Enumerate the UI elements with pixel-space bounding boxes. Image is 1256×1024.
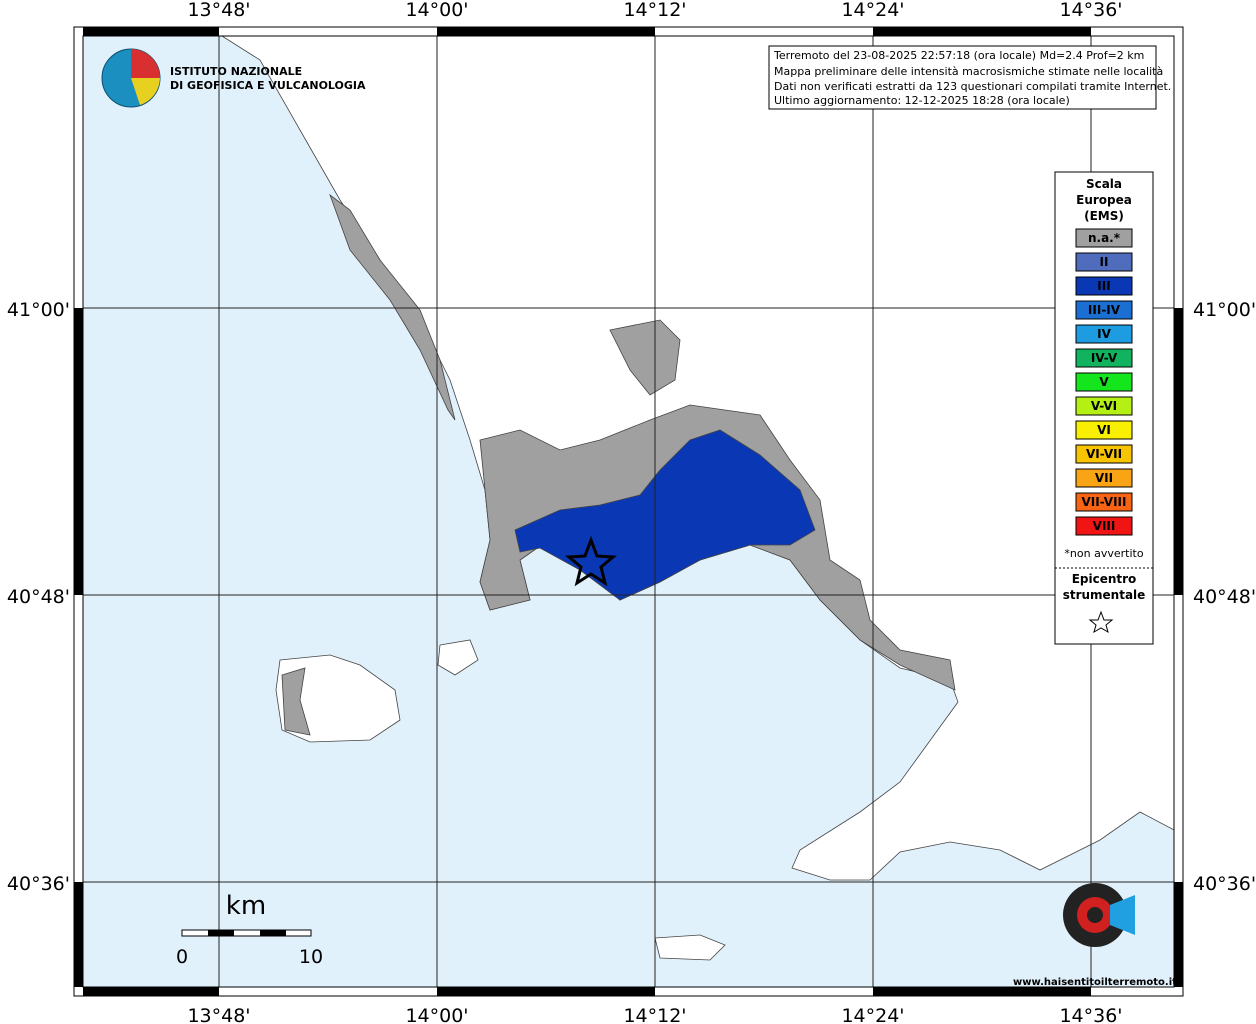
frame [73,26,1184,997]
info-line: Ultimo aggiornamento: 12-12-2025 18:28 (… [774,94,1070,107]
legend-swatch [1075,516,1133,536]
graticule [83,36,1174,987]
longitude-label: 14°00' [405,0,468,21]
legend-swatch [1075,396,1133,416]
frame-segment [437,987,655,996]
legend-epicenter: strumentale [1063,588,1146,602]
scale-label: 0 [176,946,188,968]
legend-label: II [1100,255,1109,269]
logo-text: DI GEOFISICA E VULCANOLOGIA [170,79,366,92]
legend-label: V-VI [1091,399,1117,413]
legend-label: VIII [1093,519,1116,533]
legend-swatch [1075,420,1133,440]
legend-swatch [1075,324,1133,344]
legend-epicenter: Epicentro [1072,572,1137,586]
legend-swatch [1075,444,1133,464]
longitude-label: 14°24' [841,0,904,21]
legend-title: Scala [1086,177,1122,191]
legend: Scala Europea (EMS) *non avvertito Epice… [1054,171,1154,645]
legend-swatch [1075,492,1133,512]
legend-label: n.a.* [1088,231,1121,245]
latitude-label: 41°00' [7,299,70,321]
latitude-label: 40°48' [1193,586,1256,608]
legend-swatch [1075,348,1133,368]
legend-swatch [1075,468,1133,488]
frame-segment [873,27,1091,36]
legend-label: IV [1097,327,1111,341]
latitude-label: 40°36' [1193,873,1256,895]
legend-label: VII-VIII [1081,495,1126,509]
logo-text: ISTITUTO NAZIONALE [170,65,302,78]
legend-title: Europea [1076,193,1132,207]
frame-segment [873,987,1091,996]
scale-bar: km 0 10 [176,891,323,968]
legend-swatch [1075,372,1133,392]
frame-segment [437,27,655,36]
legend-label: IV-V [1091,351,1118,365]
latitude-label: 40°36' [7,873,70,895]
legend-label: VI-VII [1086,447,1122,461]
info-line: Terremoto del 23-08-2025 22:57:18 (ora l… [773,49,1144,62]
legend-swatch [1075,228,1133,248]
ingv-logo: ISTITUTO NAZIONALE DI GEOFISICA E VULCAN… [101,48,366,108]
longitude-label: 13°48' [187,0,250,21]
longitude-label: 14°12' [623,1005,686,1024]
legend-swatch [1075,300,1133,320]
frame-segment [83,27,219,36]
legend-label: V [1099,375,1109,389]
frame-segment [74,882,83,987]
longitude-label: 14°24' [841,1005,904,1024]
land [220,35,1175,961]
info-line: Dati non verificati estratti da 123 ques… [774,80,1171,93]
longitude-label: 14°36' [1059,1005,1122,1024]
watermark-logo: www.haisentitoilterremoto.it [1013,883,1177,988]
legend-note: *non avvertito [1064,547,1143,560]
frame-segment [83,987,219,996]
legend-swatch [1075,252,1133,272]
legend-label: VI [1097,423,1111,437]
legend-label: VII [1095,471,1113,485]
scale-label: 10 [299,946,323,968]
longitude-label: 14°36' [1059,0,1122,21]
latitude-label: 40°48' [7,586,70,608]
legend-title: (EMS) [1084,209,1124,223]
scale-unit: km [226,891,266,921]
watermark-text: www.haisentitoilterremoto.it [1013,977,1177,988]
frame-segment [1174,308,1183,595]
legend-label: III-IV [1088,303,1121,317]
latitude-label: 41°00' [1193,299,1256,321]
frame-segment [74,308,83,595]
frame-segment [1174,882,1183,987]
longitude-label: 14°12' [623,0,686,21]
info-box: Terremoto del 23-08-2025 22:57:18 (ora l… [768,45,1171,110]
longitude-label: 14°00' [405,1005,468,1024]
longitude-label: 13°48' [187,1005,250,1024]
legend-swatch [1075,276,1133,296]
epicenter-star [565,535,617,587]
info-line: Mappa preliminare delle intensità macros… [774,65,1163,78]
legend-label: III [1097,279,1110,293]
